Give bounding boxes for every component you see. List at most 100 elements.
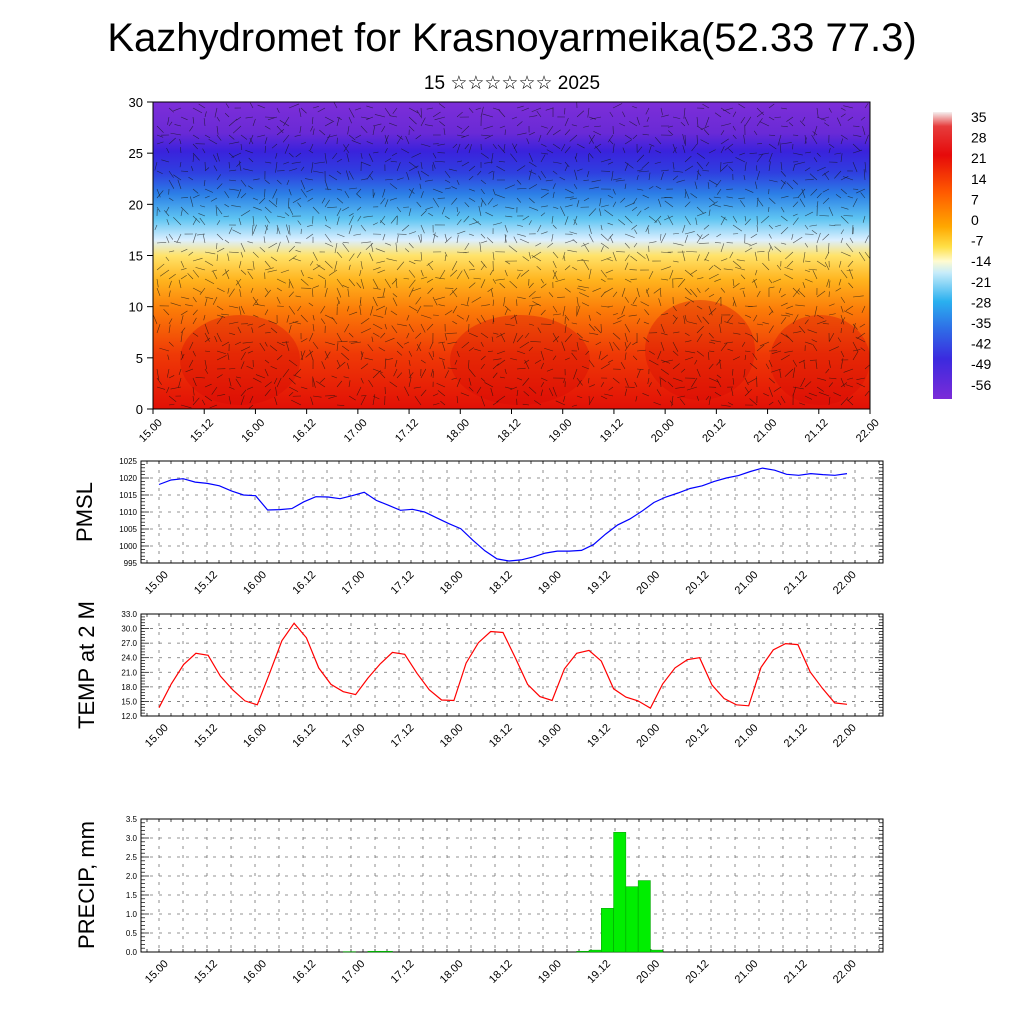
- precip-x-tick-label: 20.12: [683, 958, 711, 986]
- x-tick-label: 18.00: [444, 417, 472, 445]
- temp-x-tick-label: 17.00: [339, 722, 367, 750]
- pmsl-y-tick-label: 1015: [119, 491, 137, 500]
- precip-bar: [367, 950, 381, 953]
- pmsl-x-tick-label: 21.12: [782, 569, 810, 597]
- temp-x-tick-label: 15.00: [143, 722, 171, 750]
- precip-ylabel: PRECIP, mm: [74, 821, 99, 949]
- precip-x-tick-label: 19.12: [585, 958, 613, 986]
- temp-y-tick-label: 24.0: [121, 654, 137, 663]
- warm-core-0: [180, 315, 300, 405]
- precip-y-tick-label: 2.0: [126, 872, 138, 881]
- pmsl-x-tick-label: 15.00: [143, 569, 171, 597]
- x-tick-label: 21.00: [751, 417, 779, 445]
- precip-y-tick-label: 3.5: [126, 815, 138, 824]
- temp-x-tick-label: 21.12: [782, 722, 810, 750]
- temp-x-tick-label: 20.00: [634, 722, 662, 750]
- pmsl-x-tick-label: 16.12: [290, 569, 318, 597]
- chart-subtitle: 15 ☆☆☆☆☆☆ 2025: [423, 73, 601, 94]
- precip-y-tick-label: 3.0: [126, 834, 138, 843]
- precip-x-tick-label: 15.00: [143, 958, 171, 986]
- pmsl-y-tick-label: 1005: [119, 525, 137, 534]
- temp-x-tick-label: 21.00: [733, 722, 761, 750]
- y-tick-label: 5: [136, 351, 143, 366]
- x-tick-label: 19.12: [598, 417, 626, 445]
- pmsl-x-tick-label: 15.12: [192, 569, 220, 597]
- x-tick-label: 18.12: [495, 417, 523, 445]
- precip-y-tick-label: 1.5: [126, 891, 138, 900]
- temp-x-tick-label: 16.00: [241, 722, 269, 750]
- precip-minor-ticks: [141, 818, 883, 953]
- colorbar-label: -42: [971, 336, 991, 352]
- pmsl-y-tick-label: 1000: [119, 542, 137, 551]
- precip-frame: [140, 818, 884, 953]
- precip-bar: [637, 880, 651, 953]
- x-tick-label: 15.00: [137, 417, 165, 445]
- pmsl-x-tick-label: 17.00: [339, 569, 367, 597]
- temp-x-tick-label: 18.00: [438, 722, 466, 750]
- precip-x-tick-label: 22.00: [831, 958, 859, 986]
- temp-minor-ticks: [141, 613, 883, 717]
- temp-grid: [141, 614, 883, 716]
- y-tick-label: 10: [129, 300, 143, 315]
- pmsl-grid: [141, 461, 883, 563]
- pmsl-x-tick-label: 20.12: [683, 569, 711, 597]
- precip-x-tick-label: 21.12: [782, 958, 810, 986]
- pmsl-x-tick-label: 18.12: [487, 569, 515, 597]
- x-tick-label: 22.00: [854, 417, 882, 445]
- temp-x-tick-label: 20.12: [683, 722, 711, 750]
- pmsl-x-tick-label: 18.00: [438, 569, 466, 597]
- warm-core-1: [450, 315, 590, 405]
- precip-x-tick-label: 21.00: [733, 958, 761, 986]
- precip-y-tick-label: 0.5: [126, 929, 138, 938]
- precip-y-tick-label: 1.0: [126, 910, 138, 919]
- wind-vectors: [153, 101, 871, 409]
- pmsl-series-line: [158, 467, 848, 562]
- precip-bar: [576, 950, 590, 953]
- precip-y-tick-label: 2.5: [126, 853, 138, 862]
- y-tick-label: 30: [129, 95, 143, 110]
- colorbar-label: 7: [971, 191, 979, 207]
- precip-x-tick-label: 16.00: [241, 958, 269, 986]
- precip-bar: [613, 832, 627, 953]
- y-tick-label: 15: [129, 249, 143, 264]
- colorbar-label: -14: [971, 253, 991, 269]
- x-tick-label: 17.00: [342, 417, 370, 445]
- precip-x-tick-label: 19.00: [536, 958, 564, 986]
- x-tick-label: 21.12: [803, 417, 831, 445]
- pmsl-y-tick-label: 1010: [119, 508, 137, 517]
- x-tick-label: 16.00: [239, 417, 267, 445]
- temp-x-tick-label: 15.12: [192, 722, 220, 750]
- temp-x-tick-label: 18.12: [487, 722, 515, 750]
- pmsl-x-tick-label: 22.00: [831, 569, 859, 597]
- pmsl-y-tick-label: 995: [124, 559, 138, 568]
- precip-y-tick-label: 0.0: [126, 948, 138, 957]
- colorbar-label: -56: [971, 377, 991, 393]
- temp-y-tick-label: 12.0: [121, 712, 137, 721]
- x-tick-label: 17.12: [393, 417, 421, 445]
- temp-x-tick-label: 19.12: [585, 722, 613, 750]
- precip-bar: [601, 908, 614, 953]
- pmsl-x-tick-label: 20.00: [634, 569, 662, 597]
- x-tick-label: 15.12: [188, 417, 216, 445]
- pmsl-minor-ticks: [141, 460, 883, 564]
- y-tick-label: 20: [129, 197, 143, 212]
- precip-grid: [141, 819, 883, 952]
- temp-y-tick-label: 27.0: [121, 639, 137, 648]
- temp-x-tick-label: 16.12: [290, 722, 318, 750]
- warm-core-3: [770, 315, 870, 405]
- pmsl-x-tick-label: 17.12: [389, 569, 417, 597]
- precip-x-tick-label: 15.12: [192, 958, 220, 986]
- temp-y-tick-label: 18.0: [121, 683, 137, 692]
- temp-frame: [140, 613, 884, 717]
- x-tick-label: 16.12: [291, 417, 319, 445]
- y-tick-label: 25: [129, 146, 143, 161]
- warm-core-2: [645, 300, 755, 400]
- colorbar-label: 35: [971, 109, 987, 125]
- precip-x-tick-label: 18.12: [487, 958, 515, 986]
- precip-x-tick-label: 17.00: [339, 958, 367, 986]
- temp-y-tick-label: 15.0: [121, 697, 137, 706]
- chart-title: Kazhydromet for Krasnoyarmeika(52.33 77.…: [107, 16, 917, 60]
- pmsl-y-tick-label: 1020: [119, 474, 137, 483]
- colorbar-label: -49: [971, 356, 991, 372]
